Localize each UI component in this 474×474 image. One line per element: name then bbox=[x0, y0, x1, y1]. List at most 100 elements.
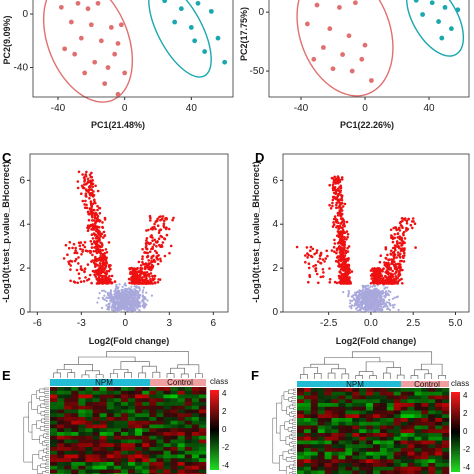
heatmap-e-cell-12-13 bbox=[142, 432, 150, 437]
heatmap-e-cell-19-9 bbox=[113, 458, 122, 463]
volcano-d-point-sig-0-390 bbox=[332, 221, 335, 224]
heatmap-e-cell-1-6 bbox=[92, 390, 100, 395]
heatmap-f-row-branch-0-12 bbox=[291, 411, 296, 414]
heatmap-e-cell-18-15 bbox=[156, 454, 164, 459]
panel-letter-e: E bbox=[2, 368, 11, 383]
heatmap-f-cell-5-16 bbox=[407, 406, 415, 411]
volcano-d-point-sig-0-395 bbox=[332, 181, 335, 184]
heatmap-f-cell-14-9 bbox=[359, 440, 367, 445]
heatmap-f-cell-7-12 bbox=[379, 414, 388, 419]
volcano-d-point-sig-0-294 bbox=[329, 207, 333, 210]
volcano-c-point-sig-0-130 bbox=[82, 186, 85, 190]
heatmap-f-cell-21-13 bbox=[386, 466, 395, 471]
heatmap-e-cell-22-21 bbox=[198, 469, 207, 474]
volcano-d-point-sig-3-119 bbox=[374, 272, 378, 275]
heatmap-f-cell-5-3 bbox=[317, 406, 325, 411]
heatmap-e-cell-10-9 bbox=[113, 424, 122, 429]
heatmap-e-cell-22-1 bbox=[57, 469, 65, 474]
heatmap-f-cell-12-15 bbox=[400, 433, 408, 438]
volcano-c-point-sig-2-220 bbox=[163, 254, 167, 258]
heatmap-f-cell-12-21 bbox=[442, 433, 450, 438]
heatmap-e-row-branch-1-2 bbox=[39, 396, 45, 401]
heatmap-e-cell-16-19 bbox=[184, 447, 193, 452]
heatmap-e-col-branch-2-0 bbox=[63, 364, 93, 371]
heatmap-e-cell-13-4 bbox=[78, 435, 86, 440]
heatmap-f-cell-22-0 bbox=[297, 470, 305, 474]
volcano-c-point-sig-0-270 bbox=[101, 225, 104, 229]
volcano-d-point-ns-611 bbox=[382, 299, 385, 302]
volcano-c-point-sig-2-93 bbox=[145, 239, 148, 242]
heatmap-f-cell-17-5 bbox=[331, 451, 339, 456]
heatmap-e-cell-19-1 bbox=[57, 458, 65, 463]
heatmap-f-cell-2-0 bbox=[297, 395, 305, 400]
heatmap-f-cell-1-14 bbox=[393, 391, 401, 396]
volcano-c-point-sig-0-343 bbox=[89, 193, 93, 196]
volcano-c-point-ns-404 bbox=[138, 289, 141, 292]
heatmap-e-col-branch-0-10 bbox=[124, 372, 132, 378]
heatmap-f-cell-9-9 bbox=[359, 421, 367, 426]
heatmap-e-cell-2-18 bbox=[177, 394, 186, 399]
volcano-d-point-sig-2-111 bbox=[398, 229, 402, 232]
heatmap-f-cell-12-0 bbox=[297, 433, 305, 438]
heatmap-f-cell-12-12 bbox=[379, 433, 388, 438]
heatmap-f-cell-8-9 bbox=[359, 418, 367, 423]
volcano-d-point-ns-625 bbox=[365, 306, 368, 309]
heatmap-e-cell-16-12 bbox=[135, 447, 143, 452]
heatmap-f-scale-label-2: 0 bbox=[463, 427, 468, 436]
heatmap-e-cell-6-4 bbox=[78, 409, 86, 414]
volcano-c-point-ns-466 bbox=[141, 304, 144, 307]
heatmap-f-cell-0-6 bbox=[338, 388, 346, 393]
volcano-c-point-sig-2-246 bbox=[159, 215, 162, 218]
volcano-d-point-sig-0-81 bbox=[345, 220, 349, 224]
volcano-c-point-sig-1-5 bbox=[90, 246, 94, 249]
volcano-d-point-sig-2-117 bbox=[398, 241, 402, 245]
pca-plot-b: -40 0 400-50 PC1(22.26%) PC2(17.75%) bbox=[239, 0, 470, 130]
volcano-d-point-sig-1-16 bbox=[309, 245, 313, 249]
volcano-d-point-ns-610 bbox=[382, 303, 385, 306]
volcano-c-point-sig-2-46 bbox=[128, 281, 131, 285]
heatmap-e-row-branch-0-4 bbox=[44, 395, 49, 398]
heatmap-f-cell-18-0 bbox=[297, 455, 305, 460]
volcano-c-point-sig-1-32 bbox=[80, 253, 83, 256]
volcano-c-point-sig-0-29 bbox=[113, 280, 117, 283]
heatmap-e-cell-18-11 bbox=[128, 454, 136, 459]
volcano-d-point-sig-0-162 bbox=[328, 203, 331, 207]
volcano-c-point-ns-637 bbox=[110, 299, 113, 302]
heatmap-e-cell-18-10 bbox=[120, 454, 129, 459]
heatmap-f-cell-15-12 bbox=[379, 444, 388, 449]
heatmap-f-row-branch-0-8 bbox=[292, 403, 296, 407]
heatmap-e-cell-14-7 bbox=[99, 439, 108, 444]
volcano-c-point-sig-0-264 bbox=[91, 202, 95, 206]
volcano-c-point-sig-2-80 bbox=[153, 222, 156, 226]
heatmap-e-cell-17-15 bbox=[156, 450, 164, 455]
heatmap-f-cell-10-20 bbox=[435, 425, 443, 430]
heatmap-e-cell-22-16 bbox=[163, 469, 171, 474]
volcano-c-point-sig-0-390 bbox=[99, 252, 103, 255]
volcano-d-point-sig-0-377 bbox=[336, 255, 340, 258]
heatmap-f-row-branch-1-20 bbox=[289, 464, 294, 469]
heatmap-f-cell-7-10 bbox=[366, 414, 374, 419]
volcano-c-point-sig-0-408 bbox=[85, 203, 88, 207]
heatmap-e-cell-18-7 bbox=[99, 454, 108, 459]
volcano-d-point-sig-0-375 bbox=[343, 245, 346, 249]
volcano-d-point-ns-516 bbox=[372, 288, 375, 291]
heatmap-e-cell-4-14 bbox=[149, 402, 157, 407]
heatmap-f-row-branch-3-2 bbox=[279, 425, 286, 441]
volcano-c-point-sig-2-200 bbox=[159, 257, 162, 261]
heatmap-e-cell-19-4 bbox=[78, 458, 86, 463]
volcano-c-point-sig-0-352 bbox=[98, 262, 102, 265]
volcano-c-point-sig-0-122 bbox=[88, 197, 91, 200]
heatmap-f-cell-1-15 bbox=[400, 391, 408, 396]
heatmap-f-cell-22-17 bbox=[414, 470, 422, 474]
panel-letter-c: C bbox=[2, 150, 12, 165]
heatmap-f-row-branch-0-26 bbox=[292, 437, 296, 440]
volcano-c-point-sig-0-414 bbox=[91, 237, 95, 240]
volcano-c-point-sig-0-305 bbox=[97, 272, 100, 276]
heatmap-f-cell-20-9 bbox=[359, 463, 367, 468]
pca-b-ticks: -40 0 400-50 bbox=[250, 7, 435, 114]
heatmap-f-cell-21-20 bbox=[435, 466, 443, 471]
heatmap-e-row-branch-3-0 bbox=[31, 394, 38, 410]
volcano-d-point-sig-2-86 bbox=[405, 222, 409, 225]
volcano-d-point-sig-2-262 bbox=[413, 222, 417, 225]
heatmap-e-cell-6-13 bbox=[142, 409, 150, 414]
